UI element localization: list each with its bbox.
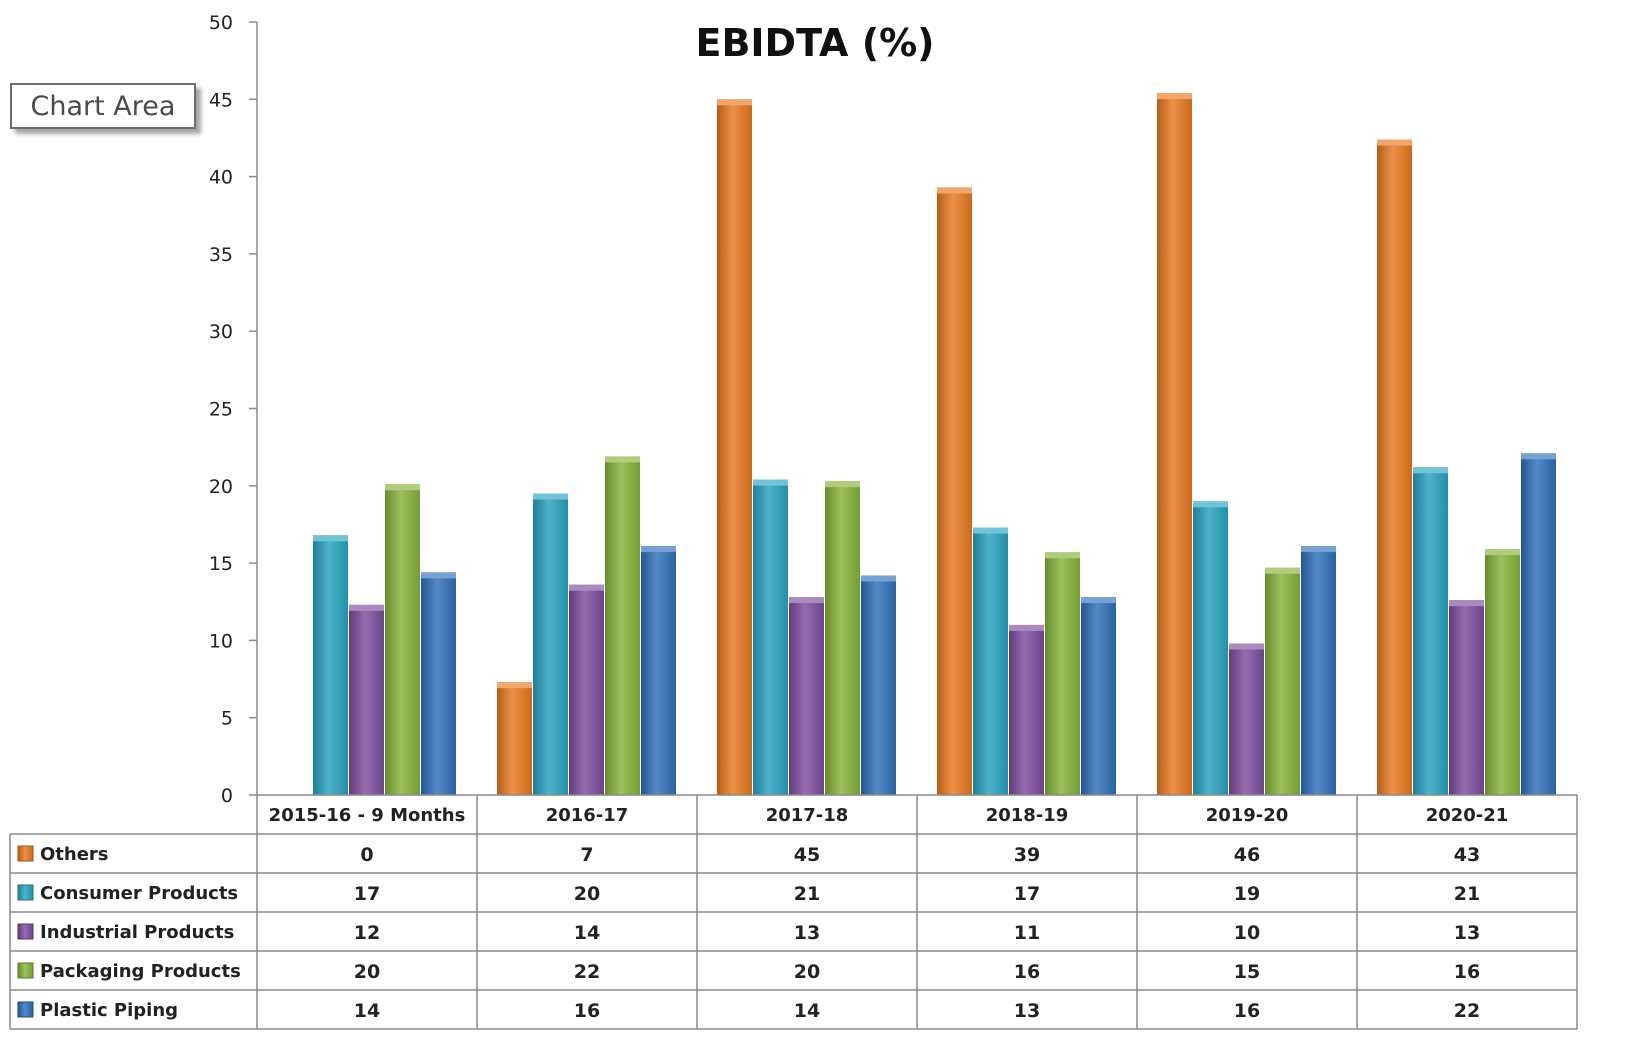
- data-table-cell: 13: [1454, 922, 1480, 944]
- bar-industrial-products-2020-21[interactable]: [1449, 600, 1484, 795]
- data-table-cell: 12: [354, 922, 380, 944]
- y-tick-label: 40: [209, 167, 233, 189]
- data-table-cell: 16: [574, 1000, 600, 1022]
- bar-others-2020-21[interactable]: [1377, 139, 1412, 796]
- y-tick-label: 30: [209, 321, 233, 343]
- data-table-cell: 7: [580, 844, 593, 866]
- data-table: 2015-16 - 9 Months 2016-17 2017-18 2018-19 2…: [9, 794, 1578, 1030]
- bar-others-2016-17[interactable]: [497, 682, 532, 795]
- data-table-cell: 39: [1014, 844, 1040, 866]
- y-tick-label: 5: [221, 708, 233, 730]
- data-table-cell: 22: [574, 961, 600, 983]
- y-tick-label: 0: [221, 785, 233, 807]
- data-table-cell: 14: [794, 1000, 820, 1022]
- legend-key-plastic-piping: [17, 1001, 34, 1018]
- x-category-label: 2015-16 - 9 Months: [269, 805, 466, 826]
- data-table-cell: 17: [1014, 883, 1040, 905]
- legend-key-others: [17, 845, 34, 862]
- data-table-cell: 16: [1234, 1000, 1260, 1022]
- data-table-cell: 20: [794, 961, 820, 983]
- bar-others-2019-20[interactable]: [1157, 93, 1192, 796]
- chart-title: EBIDTA (%): [695, 21, 934, 65]
- data-table-cell: 14: [574, 922, 600, 944]
- bar-consumer-products-2020-21[interactable]: [1413, 467, 1448, 795]
- data-table-cell: 10: [1234, 922, 1260, 944]
- x-category-label: 2019-20: [1206, 805, 1289, 826]
- bar-others-2018-19[interactable]: [937, 187, 972, 795]
- data-table-cell: 13: [1014, 1000, 1040, 1022]
- bar-plastic-piping-2018-19[interactable]: [1081, 597, 1116, 795]
- y-tick-label: 10: [209, 630, 233, 652]
- chart-area-tooltip-label: Chart Area: [30, 90, 176, 122]
- bar-industrial-products-2017-18[interactable]: [789, 597, 824, 795]
- bar-packaging-products-2016-17[interactable]: [605, 456, 640, 795]
- bar-packaging-products-2020-21[interactable]: [1485, 549, 1520, 795]
- legend-label-plastic-piping: Plastic Piping: [40, 1000, 178, 1021]
- bar-industrial-products-2015-16-9-months[interactable]: [349, 604, 384, 795]
- legend-label-others: Others: [40, 844, 109, 865]
- bar-plastic-piping-2016-17[interactable]: [641, 546, 676, 795]
- data-table-cell: 0: [360, 844, 373, 866]
- bar-packaging-products-2019-20[interactable]: [1265, 567, 1300, 795]
- x-category-label: 2017-18: [766, 805, 849, 826]
- data-table-cell: 14: [354, 1000, 380, 1022]
- bar-others-2017-18[interactable]: [717, 99, 752, 796]
- bar-plastic-piping-2015-16-9-months[interactable]: [421, 572, 456, 795]
- data-table-cell: 11: [1014, 922, 1040, 944]
- bar-industrial-products-2016-17[interactable]: [569, 584, 604, 795]
- bar-consumer-products-2017-18[interactable]: [753, 479, 788, 795]
- data-table-cell: 19: [1234, 883, 1260, 905]
- x-category-label: 2018-19: [986, 805, 1069, 826]
- bar-packaging-products-2017-18[interactable]: [825, 481, 860, 795]
- bar-consumer-products-2018-19[interactable]: [973, 527, 1008, 795]
- legend-label-packaging-products: Packaging Products: [40, 961, 241, 982]
- data-table-cell: 21: [794, 883, 820, 905]
- legend-label-consumer-products: Consumer Products: [40, 883, 238, 904]
- data-table-cell: 43: [1454, 844, 1480, 866]
- data-table-cell: 16: [1454, 961, 1480, 983]
- bar-consumer-products-2019-20[interactable]: [1193, 501, 1228, 795]
- y-tick-label: 50: [209, 12, 233, 34]
- data-table-cell: 16: [1014, 961, 1040, 983]
- data-table-cell: 15: [1234, 961, 1260, 983]
- y-tick-label: 45: [209, 89, 233, 111]
- x-category-label: 2016-17: [546, 805, 629, 826]
- data-table-cell: 45: [794, 844, 820, 866]
- data-table-cell: 13: [794, 922, 820, 944]
- data-table-cell: 17: [354, 883, 380, 905]
- legend-key-industrial-products: [17, 923, 34, 940]
- bar-packaging-products-2015-16-9-months[interactable]: [385, 484, 420, 795]
- legend-key-consumer-products: [17, 884, 34, 901]
- y-tick-label: 20: [209, 476, 233, 498]
- y-tick-label: 35: [209, 244, 233, 266]
- bar-plastic-piping-2019-20[interactable]: [1301, 546, 1336, 795]
- bar-plastic-piping-2017-18[interactable]: [861, 575, 896, 795]
- legend-key-packaging-products: [17, 962, 34, 979]
- data-table-cell: 46: [1234, 844, 1260, 866]
- data-table-cell: 20: [574, 883, 600, 905]
- y-axis: 0 5 10 15 20 25 30 35 40 45 50: [209, 12, 258, 807]
- legend-label-industrial-products: Industrial Products: [40, 922, 234, 943]
- bar-consumer-products-2015-16-9-months[interactable]: [313, 535, 348, 795]
- y-tick-label: 15: [209, 553, 233, 575]
- bar-industrial-products-2019-20[interactable]: [1229, 643, 1264, 795]
- data-table-cell: 21: [1454, 883, 1480, 905]
- x-category-label: 2020-21: [1426, 805, 1509, 826]
- bar-consumer-products-2016-17[interactable]: [533, 493, 568, 795]
- bar-plot-area[interactable]: [313, 93, 1556, 796]
- data-table-cell: 22: [1454, 1000, 1480, 1022]
- bar-industrial-products-2018-19[interactable]: [1009, 624, 1044, 795]
- data-table-cell: 20: [354, 961, 380, 983]
- y-tick-label: 25: [209, 399, 233, 421]
- chart-area-tooltip: Chart Area: [10, 83, 196, 129]
- bar-packaging-products-2018-19[interactable]: [1045, 552, 1080, 795]
- bar-plastic-piping-2020-21[interactable]: [1521, 453, 1556, 795]
